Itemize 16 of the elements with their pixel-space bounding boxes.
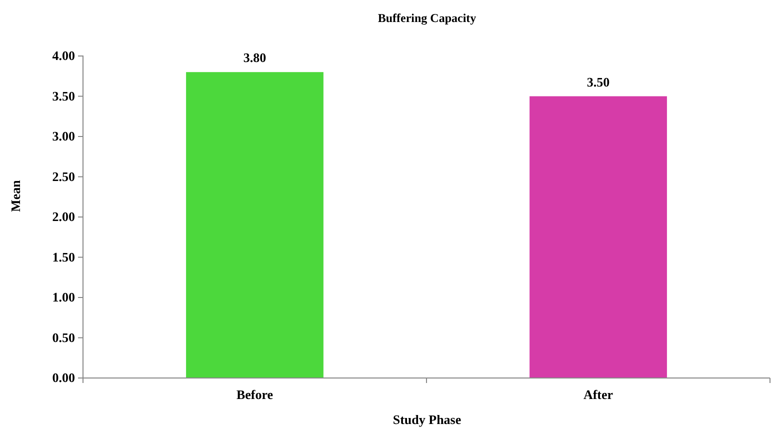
y-axis-title: Mean (8, 179, 23, 212)
data-label: 3.50 (586, 74, 610, 90)
y-tick-label: 3.50 (52, 88, 75, 104)
x-tick-label: Before (236, 387, 274, 402)
y-tick-label: 0.00 (52, 370, 75, 386)
y-tick-label: 2.50 (52, 168, 75, 184)
data-label: 3.80 (243, 50, 266, 66)
chart-title: Buffering Capacity (378, 11, 476, 25)
y-tick-label: 0.50 (52, 330, 75, 345)
x-axis-title: Study Phase (392, 412, 462, 427)
y-tick-label: 2.00 (52, 209, 75, 224)
y-tick-label: 4.00 (52, 48, 75, 64)
y-tick-label: 1.50 (52, 249, 75, 264)
y-tick-label: 1.00 (52, 290, 75, 305)
y-tick-label: 3.00 (52, 128, 75, 144)
x-tick-label: After (583, 387, 614, 402)
